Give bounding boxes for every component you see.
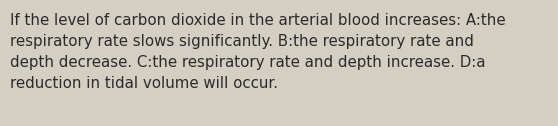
Text: If the level of carbon dioxide in the arterial blood increases: A:the
respirator: If the level of carbon dioxide in the ar… xyxy=(10,13,506,91)
